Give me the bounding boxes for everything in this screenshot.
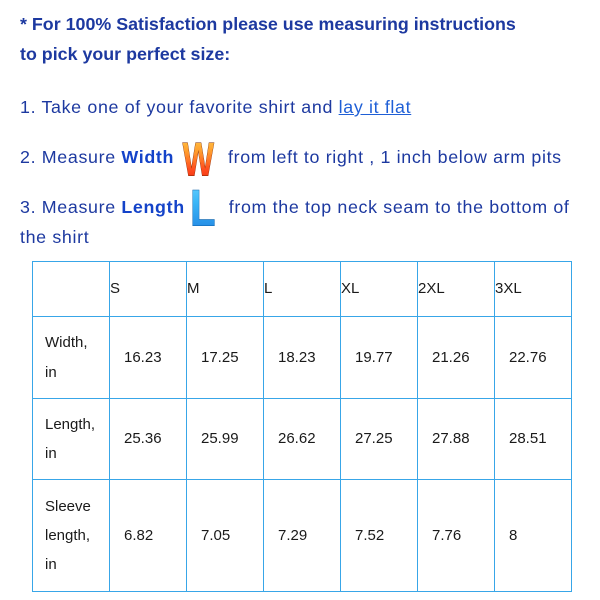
svg-text:W: W (182, 133, 214, 183)
svg-text:L: L (190, 180, 215, 234)
